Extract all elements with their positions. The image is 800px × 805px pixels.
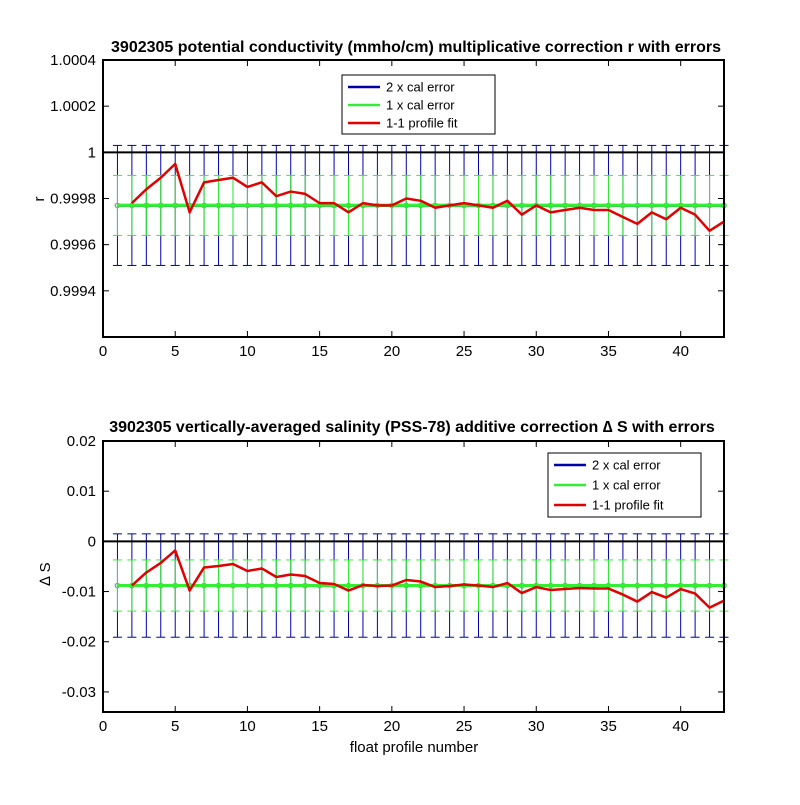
x-tick-label: 35 xyxy=(600,718,617,735)
legend-label-one-cal: 1 x cal error xyxy=(592,478,661,493)
legend: 2 x cal error 1 x cal error 1-1 profile … xyxy=(547,452,702,518)
x-tick-label: 5 xyxy=(171,343,179,360)
x-tick-label: 10 xyxy=(239,343,256,360)
x-tick-label: 20 xyxy=(383,718,400,735)
x-axis-label: float profile number xyxy=(350,739,478,756)
x-tick-label: 20 xyxy=(383,343,400,360)
x-tick-label: 35 xyxy=(600,343,617,360)
legend: 2 x cal error 1 x cal error 1-1 profile … xyxy=(341,74,496,135)
y-axis-label: ∆ S xyxy=(37,562,54,585)
profile-fit-line xyxy=(131,162,725,233)
y-tick-label: 1.0002 xyxy=(50,98,96,115)
x-tick-label: 15 xyxy=(311,343,328,360)
plot-frame xyxy=(102,440,725,713)
x-tick-label: 5 xyxy=(171,718,179,735)
y-tick-label: 1 xyxy=(88,144,96,161)
x-tick-label: 25 xyxy=(456,718,473,735)
x-tick-label: 40 xyxy=(672,343,689,360)
one-cal-error-bars xyxy=(112,174,729,236)
conductivity-correction-chart: 3902305 potential conductivity (mmho/cm)… xyxy=(31,39,729,360)
y-tick-label: 1.0004 xyxy=(50,52,96,69)
y-tick-label: 0.9996 xyxy=(50,237,96,254)
x-tick-label: 40 xyxy=(672,718,689,735)
axis-ticks: 0 5 10 15 20 25 30 35 40 -0.03 -0.02 -0.01 0 0.01 0.02 xyxy=(62,433,724,735)
x-tick-label: 30 xyxy=(528,718,545,735)
salinity-correction-chart: 3902305 vertically-averaged salinity (PS… xyxy=(37,419,729,756)
legend-label-fit: 1-1 profile fit xyxy=(592,498,664,513)
y-tick-label: -0.03 xyxy=(62,684,96,701)
profile-fit-series xyxy=(131,549,725,609)
y-tick-label: 0.9994 xyxy=(50,283,96,300)
profile-fit-series xyxy=(131,162,725,233)
y-tick-label: 0.02 xyxy=(67,433,96,450)
x-tick-label: 15 xyxy=(311,718,328,735)
y-tick-label: 0.9998 xyxy=(50,191,96,208)
y-tick-label: -0.02 xyxy=(62,634,96,651)
x-tick-label: 25 xyxy=(456,343,473,360)
chart-title: 3902305 vertically-averaged salinity (PS… xyxy=(109,419,715,436)
axis-ticks: 0 5 10 15 20 25 30 35 40 0.9994 0.9996 0.9998 1 1.000… xyxy=(50,52,724,360)
y-tick-label: -0.01 xyxy=(62,584,96,601)
profile-fit-line xyxy=(131,549,725,609)
legend-label-one-cal: 1 x cal error xyxy=(386,98,455,113)
y-tick-label: 0.01 xyxy=(67,483,96,500)
legend-label-two-cal: 2 x cal error xyxy=(386,80,455,95)
legend-label-two-cal: 2 x cal error xyxy=(592,458,661,473)
chart-title: 3902305 potential conductivity (mmho/cm)… xyxy=(111,39,721,56)
x-tick-label: 30 xyxy=(528,343,545,360)
y-tick-label: 0 xyxy=(88,533,96,550)
x-tick-label: 10 xyxy=(239,718,256,735)
x-tick-label: 0 xyxy=(99,343,107,360)
x-tick-label: 0 xyxy=(99,718,107,735)
legend-label-fit: 1-1 profile fit xyxy=(386,116,458,131)
y-axis-label: r xyxy=(31,197,48,202)
